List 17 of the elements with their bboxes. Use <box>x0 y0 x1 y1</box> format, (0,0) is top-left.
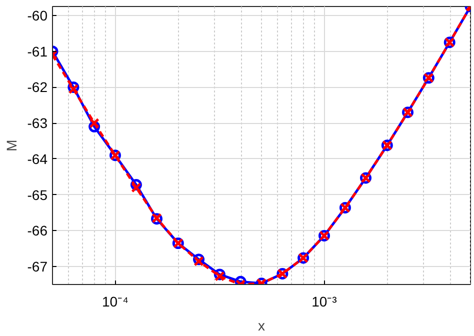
point <box>89 118 100 128</box>
point <box>194 256 204 266</box>
y-tick-label: -67 <box>27 258 48 275</box>
x-axis-title: x <box>258 318 265 334</box>
y-axis-title: M <box>3 140 20 152</box>
point <box>131 182 142 193</box>
y-tick-label: -61 <box>27 43 48 60</box>
y-tick-label: -60 <box>27 7 48 24</box>
y-tick-label: -66 <box>27 222 48 239</box>
y-tick-label: -62 <box>27 79 48 96</box>
x-tick-label: 10⁻⁴ <box>102 294 129 310</box>
point <box>214 271 225 282</box>
point <box>68 84 79 94</box>
y-tick-label: -63 <box>27 115 48 132</box>
y-tick-label: -64 <box>27 150 48 167</box>
x-tick-label: 10⁻³ <box>312 294 338 310</box>
y-tick-label: -65 <box>27 186 48 203</box>
